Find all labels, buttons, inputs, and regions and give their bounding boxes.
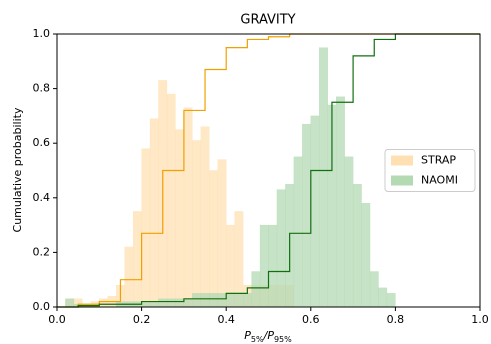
histogram-bar [166, 298, 176, 308]
histogram-bar [175, 129, 185, 308]
histogram-bar [192, 140, 201, 308]
histogram-bar [183, 107, 193, 308]
histogram-bar [183, 298, 193, 308]
histogram-bar [149, 118, 159, 308]
histogram-bar [310, 115, 320, 308]
legend-swatch [391, 155, 413, 166]
x-label-part: 5% [251, 335, 264, 344]
x-tick-label: 0.8 [387, 313, 405, 326]
histogram-bar [175, 298, 185, 308]
histogram-bar [386, 293, 396, 308]
cdf-step-line [57, 33, 480, 308]
histogram-bar [217, 293, 227, 308]
histogram-bar [209, 293, 218, 308]
histogram-bar [99, 298, 108, 308]
x-tick-label: 0.4 [217, 313, 235, 326]
histogram-bar [65, 298, 75, 308]
histogram-bar [209, 170, 218, 308]
chart-title: GRAVITY [240, 13, 295, 28]
legend-label: NAOMI [421, 174, 458, 187]
histogram-bar [344, 156, 354, 308]
histogram-bar [378, 287, 388, 308]
histogram-bar [302, 123, 311, 308]
histogram-bar [200, 293, 210, 308]
x-label-part: /P [263, 329, 275, 342]
y-axis-label: Cumulative probability [11, 107, 24, 232]
y-tick-label: 0.4 [33, 191, 51, 204]
histogram-bar [132, 211, 142, 308]
histogram-bar [166, 93, 176, 308]
histogram-bar [226, 293, 235, 308]
histogram-bar [259, 224, 269, 308]
histogram-bar [141, 301, 151, 308]
x-tick-label: 0.6 [302, 313, 320, 326]
cdf-step-line [57, 33, 480, 308]
histogram-bar [276, 189, 286, 308]
x-tick-label: 0.2 [133, 313, 151, 326]
y-tick-label: 0.2 [33, 245, 51, 258]
y-tick-label: 0.0 [33, 300, 51, 313]
x-tick-label: 1.0 [471, 313, 489, 326]
histogram-bar [293, 156, 303, 308]
histogram-bar [141, 148, 151, 308]
histogram-bar [158, 298, 168, 308]
y-tick-label: 0.6 [33, 136, 51, 149]
histogram-bar [369, 271, 379, 308]
x-tick-label: 0.0 [48, 313, 66, 326]
x-label-part: P [244, 329, 251, 342]
y-tick-label: 1.0 [33, 27, 51, 40]
histogram-bar [251, 271, 261, 308]
x-axis-label: P5%/P95% [244, 329, 292, 344]
histogram-bar [242, 293, 252, 308]
legend-swatch [391, 175, 413, 186]
x-label-part: 95% [274, 335, 292, 344]
histogram-bar [352, 183, 362, 308]
histogram-bar [234, 211, 244, 308]
histogram-bar [234, 293, 244, 308]
histogram-bar [149, 301, 159, 308]
y-tick-label: 0.8 [33, 82, 51, 95]
histogram-bar [200, 126, 210, 308]
histogram-bar [217, 159, 227, 308]
histogram-bar [361, 203, 371, 308]
histogram-bar [192, 293, 201, 308]
legend-label: STRAP [421, 154, 456, 167]
histogram-bar [268, 224, 278, 308]
axes-frame [56, 33, 481, 308]
histogram-bar [336, 96, 345, 308]
histogram-bar [124, 246, 134, 308]
histogram-bar [319, 47, 328, 308]
